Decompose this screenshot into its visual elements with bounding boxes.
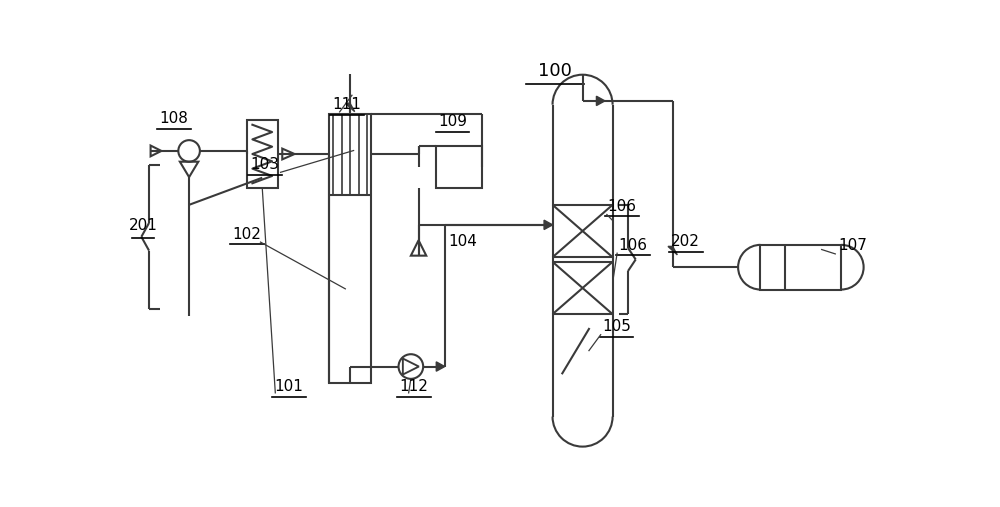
Text: 106: 106 xyxy=(618,238,647,252)
Text: 111: 111 xyxy=(333,97,361,113)
Text: 112: 112 xyxy=(400,379,428,394)
Bar xyxy=(329,114,371,383)
Text: 103: 103 xyxy=(250,158,279,172)
Bar xyxy=(436,146,482,188)
Text: 107: 107 xyxy=(838,238,867,252)
Polygon shape xyxy=(436,362,445,371)
Text: 201: 201 xyxy=(128,218,157,233)
Polygon shape xyxy=(544,220,553,230)
Text: 106: 106 xyxy=(607,199,636,214)
Bar xyxy=(247,120,278,188)
Text: 105: 105 xyxy=(602,319,631,334)
Text: 109: 109 xyxy=(438,115,467,129)
Text: 202: 202 xyxy=(671,235,700,249)
Polygon shape xyxy=(345,103,355,112)
Bar xyxy=(760,245,841,289)
Polygon shape xyxy=(596,96,605,105)
Text: 102: 102 xyxy=(232,227,261,242)
Text: 108: 108 xyxy=(159,112,188,126)
Polygon shape xyxy=(668,246,677,255)
Text: 104: 104 xyxy=(448,235,477,249)
Text: 101: 101 xyxy=(275,379,304,394)
Text: 100: 100 xyxy=(538,62,572,80)
